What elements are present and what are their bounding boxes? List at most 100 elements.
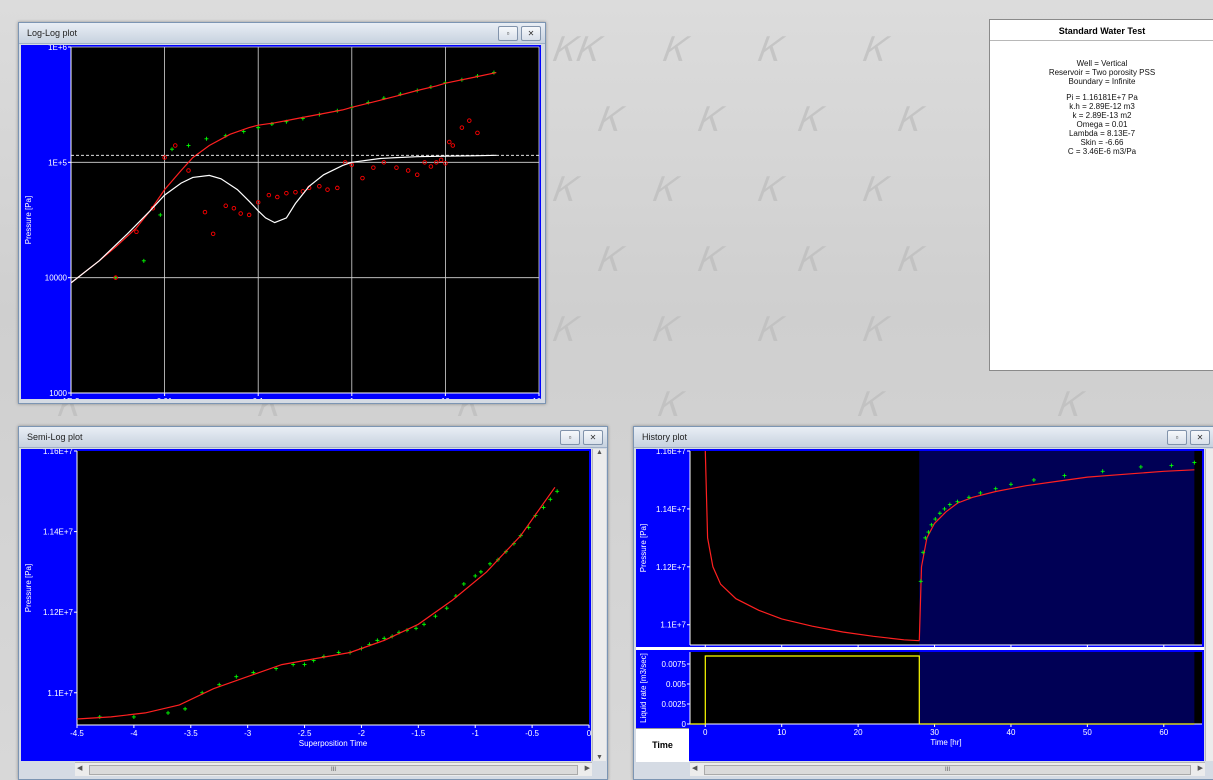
data-point bbox=[923, 535, 928, 540]
data-point bbox=[284, 190, 289, 196]
data-point bbox=[371, 165, 376, 170]
data-point bbox=[325, 187, 330, 192]
x-tick-label: -0.5 bbox=[525, 729, 539, 738]
scroll-thumb[interactable]: III bbox=[89, 765, 578, 775]
scroll-up-icon[interactable]: ▲ bbox=[596, 449, 603, 456]
loglog-window[interactable]: Log-Log plot ▫ ✕ 1E-30.010.1110100100010… bbox=[18, 22, 546, 416]
data-point bbox=[183, 706, 188, 711]
y-axis-label: Pressure [Pa] bbox=[24, 196, 33, 244]
scroll-right-icon[interactable]: ▶ bbox=[584, 765, 590, 772]
data-point bbox=[302, 662, 307, 667]
param-skin: Skin = -6.66 bbox=[1080, 138, 1124, 147]
data-point bbox=[414, 626, 419, 631]
data-point bbox=[186, 168, 191, 173]
data-point bbox=[467, 118, 472, 123]
data-point bbox=[246, 212, 252, 218]
history-titlebar[interactable]: History plot ▫ ✕ bbox=[634, 427, 1213, 448]
loglog-chart[interactable]: 1E-30.010.11101001000100001E+51E+6Time [… bbox=[21, 43, 546, 416]
data-point bbox=[173, 143, 178, 148]
semilog-horizontal-scrollbar[interactable]: ◀ III ▶ bbox=[75, 762, 592, 776]
close-button[interactable]: ✕ bbox=[583, 430, 603, 445]
loglog-titlebar[interactable]: Log-Log plot ▫ ✕ bbox=[19, 23, 545, 44]
close-button[interactable]: ✕ bbox=[1190, 430, 1210, 445]
scroll-thumb[interactable]: III bbox=[704, 765, 1191, 775]
y-tick-label: 1E+6 bbox=[48, 45, 67, 52]
data-point bbox=[459, 125, 465, 130]
history-rate-chart[interactable]: 0 10 20 30 40 50 60 0 0.0025 0.005 0.0075 Time [hr]… bbox=[636, 650, 1204, 761]
history-pressure-plot-area[interactable]: 01020304050601.1E+71.12E+71.14E+71.16E+7… bbox=[636, 447, 1204, 668]
data-point bbox=[113, 275, 118, 280]
history-time-label-box: Time bbox=[636, 728, 689, 762]
semilog-chart[interactable]: -4.5 -4 -3.5 -3 -2.5 -2 -1.5 -1 -0.5 0 1.1E+7 1.12E… bbox=[21, 447, 592, 761]
history-vertical-scrollbar[interactable] bbox=[1205, 449, 1213, 761]
semilog-window[interactable]: Semi-Log plot ▫ ✕ -4.5 -4 -3.5 -3 -2.5 -2 -1.5… bbox=[18, 426, 608, 780]
history-time-label: Time bbox=[652, 740, 673, 750]
data-point bbox=[461, 581, 466, 586]
restore-button[interactable]: ▫ bbox=[498, 26, 518, 41]
y-tick-label: 1.14E+7 bbox=[43, 528, 74, 537]
data-point bbox=[382, 636, 387, 641]
data-point bbox=[444, 606, 449, 611]
y-tick-label: 0.005 bbox=[666, 680, 687, 689]
y-axis-label: Pressure [Pa] bbox=[639, 524, 648, 572]
param-pi: Pi = 1.16181E+7 Pa bbox=[1066, 93, 1138, 102]
x-tick-label: 30 bbox=[930, 728, 939, 737]
data-point bbox=[291, 662, 296, 667]
y-tick-label: 1.1E+7 bbox=[660, 621, 686, 630]
param-well: Well = Vertical bbox=[1076, 59, 1128, 68]
semilog-titlebar[interactable]: Semi-Log plot ▫ ✕ bbox=[19, 427, 607, 448]
data-point bbox=[381, 160, 387, 165]
series-line-buildup bbox=[918, 469, 1195, 641]
data-point bbox=[541, 505, 546, 510]
data-point bbox=[555, 489, 560, 494]
scroll-left-icon[interactable]: ◀ bbox=[692, 765, 698, 772]
close-button[interactable]: ✕ bbox=[521, 26, 541, 41]
data-point bbox=[131, 714, 136, 719]
scroll-right-icon[interactable]: ▶ bbox=[1197, 765, 1203, 772]
y-tick-label: 1.16E+7 bbox=[656, 449, 687, 456]
scroll-left-icon[interactable]: ◀ bbox=[77, 765, 83, 772]
x-tick-label: -3.5 bbox=[184, 729, 198, 738]
data-point bbox=[947, 502, 952, 507]
restore-button[interactable]: ▫ bbox=[560, 430, 580, 445]
history-title: History plot bbox=[642, 432, 688, 442]
data-point bbox=[293, 190, 298, 195]
data-point bbox=[234, 674, 239, 679]
x-axis-label: Superposition Time bbox=[299, 739, 368, 748]
semilog-plot-area[interactable]: -4.5 -4 -3.5 -3 -2.5 -2 -1.5 -1 -0.5 0 1.1E+7 1.12E… bbox=[21, 447, 592, 761]
series-line-rate bbox=[690, 655, 1195, 725]
history-rate-plot-area[interactable]: 0 10 20 30 40 50 60 0 0.0025 0.005 0.0075 Time [hr]… bbox=[636, 650, 1204, 761]
data-point bbox=[1100, 469, 1105, 474]
loglog-plot-area[interactable]: 1E-30.010.11101001000100001E+51E+6Time [… bbox=[21, 43, 546, 416]
x-tick-label: 20 bbox=[854, 728, 863, 737]
data-point bbox=[450, 143, 456, 148]
x-tick-label: -1.5 bbox=[411, 729, 425, 738]
param-boundary: Boundary = Infinite bbox=[1068, 77, 1136, 86]
data-point bbox=[955, 499, 960, 504]
data-point bbox=[231, 205, 237, 211]
history-pressure-chart[interactable]: 01020304050601.1E+71.12E+71.14E+71.16E+7… bbox=[636, 447, 1204, 668]
param-lambda: Lambda = 8.13E-7 bbox=[1068, 129, 1136, 138]
history-window[interactable]: History plot ▫ ✕ 0 10 20 30 40 50 60 1.1E+7 1.12… bbox=[633, 426, 1213, 780]
data-point bbox=[275, 194, 280, 200]
data-point bbox=[186, 143, 191, 148]
x-tick-label: 0.01 bbox=[157, 397, 173, 399]
history-horizontal-scrollbar[interactable]: ◀ III ▶ bbox=[690, 762, 1205, 776]
data-point bbox=[918, 579, 923, 584]
parameters-panel: Standard Water Test Well = Vertical Rese… bbox=[989, 19, 1213, 371]
data-point bbox=[966, 495, 971, 500]
semilog-vertical-scrollbar[interactable]: ▲ ▼ bbox=[592, 449, 606, 761]
restore-button[interactable]: ▫ bbox=[1167, 430, 1187, 445]
param-c: C = 3.46E-6 m3/Pa bbox=[1067, 147, 1137, 156]
param-kh: k.h = 2.89E-12 m3 bbox=[1069, 102, 1135, 111]
data-point bbox=[274, 666, 279, 671]
series-line-semilog-fit bbox=[76, 486, 556, 720]
data-point bbox=[375, 638, 380, 643]
data-point bbox=[113, 275, 118, 280]
y-tick-label: 1.1E+7 bbox=[47, 689, 73, 698]
data-point bbox=[422, 622, 427, 627]
data-point bbox=[134, 229, 139, 235]
data-point bbox=[993, 486, 998, 491]
scroll-down-icon[interactable]: ▼ bbox=[596, 754, 603, 761]
data-point bbox=[166, 710, 171, 715]
